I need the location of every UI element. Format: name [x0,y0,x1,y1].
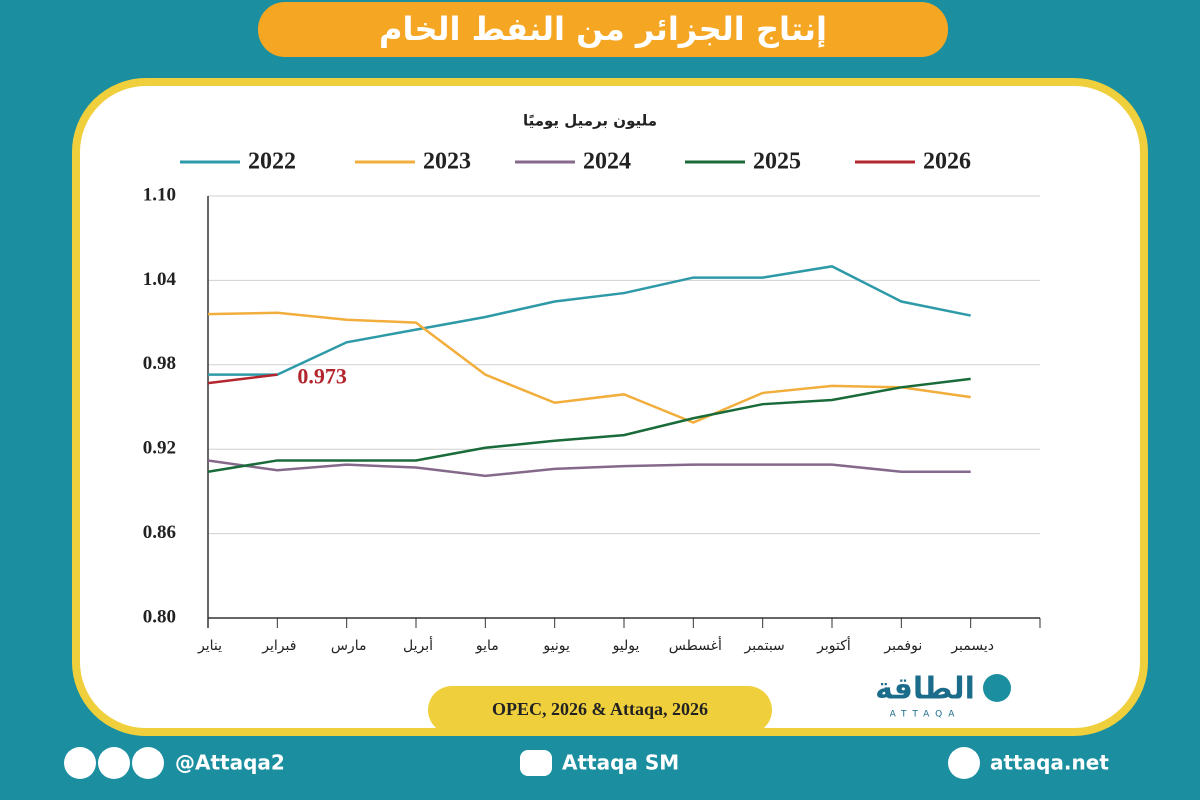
instagram-icon [98,747,130,779]
x-tick-label: سبتمبر [744,638,785,654]
series-line [207,311,971,424]
y-tick-label: 0.92 [143,438,176,459]
x-tick-label: يوليو [612,638,640,654]
source-pill [428,686,772,734]
y-tick-label: 1.10 [143,184,176,205]
facebook-icon [132,747,164,779]
x-tick-label: ديسمبر [950,638,994,654]
footer-youtube: Attaqa SM [562,751,679,775]
y-tick-label: 0.98 [143,353,176,374]
y-axis-label: مليون برميل يوميًا [523,112,657,130]
x-tick-label: أبريل [403,636,433,654]
x-tick-label: يونيو [542,638,570,654]
x-tick-label: مايو [475,638,499,654]
series-line [207,459,971,478]
y-tick-label: 0.80 [143,606,176,627]
title-banner [258,2,948,57]
x-icon [64,747,96,779]
x-tick-label: أغسطس [669,636,722,654]
logo-latin: ATTAQA [890,710,961,720]
footer-handle: @Attaqa2 [175,751,285,775]
chart-panel [72,78,1148,736]
youtube-icon [520,750,552,776]
series-line [208,265,971,376]
legend-label: 2022 [248,149,296,175]
data-label: 0.973 [297,364,347,389]
x-tick-label: نوفمبر [883,638,922,654]
y-tick-label: 0.86 [143,522,176,543]
series-line [207,373,278,385]
logo-name: الطاقة [875,672,975,707]
series-line [207,377,971,473]
logo-icon [983,674,1011,702]
title: إنتاج الجزائر من النفط الخام [379,10,827,49]
x-tick-label: مارس [331,638,367,654]
legend-label: 2026 [923,149,971,175]
y-tick-label: 1.04 [143,269,177,290]
source: OPEC, 2026 & Attaqa, 2026 [492,699,708,719]
web-icon [948,747,980,779]
legend-label: 2025 [753,149,801,175]
legend-label: 2024 [583,149,631,175]
x-tick-label: فبراير [261,638,296,654]
footer-website: attaqa.net [990,751,1109,775]
x-tick-label: أكتوبر [816,636,851,654]
legend-label: 2023 [423,149,471,175]
x-tick-label: يناير [197,638,222,654]
